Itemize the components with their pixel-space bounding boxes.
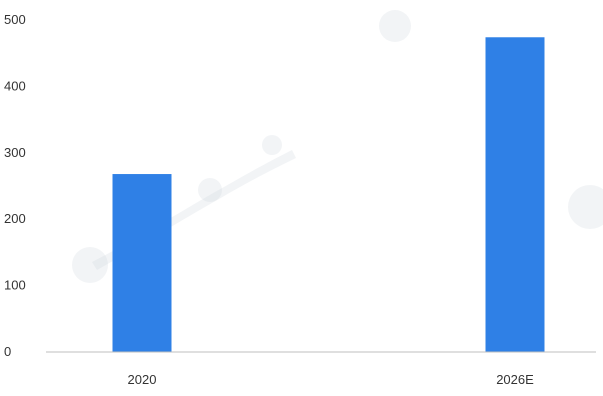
bar-2026E xyxy=(485,37,545,352)
watermark-mark xyxy=(72,247,108,283)
y-tick-label: 400 xyxy=(4,78,26,93)
y-tick-label: 0 xyxy=(4,344,11,359)
y-tick-label: 500 xyxy=(4,12,26,27)
watermark-mark xyxy=(379,10,411,42)
y-tick-label: 200 xyxy=(4,211,26,226)
y-axis-tick-labels: 0 100 200 300 400 500 xyxy=(4,12,26,359)
x-tick-label: 2026E xyxy=(496,372,534,387)
bar-2020 xyxy=(112,174,172,352)
x-tick-label: 2020 xyxy=(128,372,157,387)
x-axis-tick-labels: 2020 2026E xyxy=(128,372,535,387)
watermark-mark xyxy=(262,135,282,155)
watermark-mark xyxy=(198,178,222,202)
bar-series xyxy=(112,37,545,352)
y-tick-label: 300 xyxy=(4,145,26,160)
watermark-mark xyxy=(568,185,603,229)
y-tick-label: 100 xyxy=(4,278,26,293)
